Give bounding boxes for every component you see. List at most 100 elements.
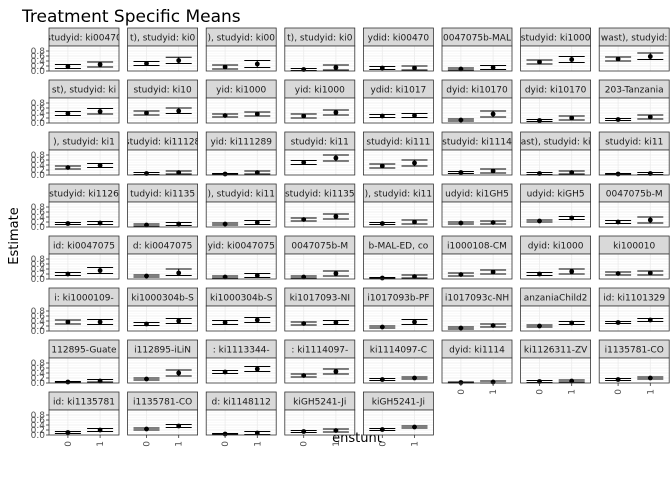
facet-strip-label: studyid: ki11 <box>605 138 663 148</box>
facet-strip-label: ki1000304b-S <box>210 294 273 304</box>
panel-border <box>284 253 356 280</box>
facet-strip-label: dyid: ki1114 <box>449 346 505 356</box>
facet-strip-label: 0047075b-MAL <box>443 34 511 44</box>
data-point <box>144 273 149 279</box>
facet-strip-label: i1017093b-PF <box>367 294 429 304</box>
facet-panel: yid: ki1000 <box>284 79 356 124</box>
facet-strip-label: 203-Tanzania <box>605 86 664 96</box>
data-point <box>615 320 621 325</box>
data-point <box>458 380 464 385</box>
panel-border <box>205 357 277 384</box>
data-point <box>222 113 228 118</box>
panel-border <box>520 97 591 124</box>
panel-border <box>520 253 591 280</box>
facet-panel: : ki1113344- <box>205 339 277 384</box>
data-point <box>254 111 260 117</box>
facet-strip-label: st), studyid: ki <box>52 86 116 96</box>
data-point <box>569 269 575 274</box>
facet-panel: ki1126311-ZV <box>520 339 591 384</box>
facet-strip-label: yid: ki0047075 <box>208 242 275 252</box>
y-tick-label: 0.2 <box>31 426 45 436</box>
facet-panel: t), studyid: ki0 <box>284 27 356 72</box>
facet-strip-label: dyid: ki1000 <box>528 242 584 252</box>
facet-strip-label: i112895-iLiN <box>134 346 191 356</box>
data-point <box>458 66 464 72</box>
data-point <box>222 221 228 227</box>
facet-strip-label: ki1017093-NI <box>290 294 350 304</box>
panel-border <box>362 357 434 384</box>
panel-border <box>127 409 198 436</box>
x-tick-label: 0 <box>64 441 74 447</box>
facet-strip-label: studyid: ki1135 <box>285 190 355 200</box>
panel-border <box>284 45 356 72</box>
data-point <box>301 217 307 222</box>
data-point <box>254 170 260 175</box>
panel-border <box>362 149 434 176</box>
facet-panel: wast), studyid: <box>598 27 670 72</box>
x-tick-label: 0 <box>536 389 546 395</box>
facet-panel: dyid: ki1000 <box>520 235 591 280</box>
panel-border <box>127 305 198 332</box>
data-point <box>144 426 149 432</box>
facet-panel: i1017093b-PF <box>362 287 434 332</box>
facet-panel: yid: ki0047075 <box>205 235 277 280</box>
data-point <box>222 274 228 280</box>
y-tick-label: 0.8 <box>31 411 46 421</box>
panel-border <box>520 201 591 228</box>
panel-border <box>48 409 120 436</box>
data-point <box>333 110 339 115</box>
data-point <box>615 171 621 177</box>
data-point <box>144 222 149 228</box>
data-point <box>254 61 260 67</box>
data-point <box>412 65 417 71</box>
data-point <box>144 376 149 382</box>
facet-strip-label: i1135781-CO <box>605 346 664 356</box>
data-point <box>647 270 653 276</box>
panel-border <box>362 97 434 124</box>
y-tick-label: 0.8 <box>31 307 46 317</box>
data-point <box>490 111 496 117</box>
facet-strip-label: id: ki0047075 <box>53 242 115 252</box>
data-point <box>254 273 260 278</box>
panel-border <box>127 45 198 72</box>
panel-border <box>127 97 198 124</box>
facet-strip-label: studyid: ki11128 <box>125 138 201 148</box>
y-tick-label: 0.6 <box>31 364 46 374</box>
y-tick-label: 0.6 <box>31 208 46 218</box>
facet-strip-label: ), studyid: ki00 <box>207 34 275 44</box>
data-point <box>97 319 103 325</box>
facet-panel: ki100010 <box>598 235 670 280</box>
facet-panel: tudyid: ki1135 <box>127 183 198 228</box>
facet-strip-label: udyid: ki1GH5 <box>445 190 509 200</box>
facet-strip-label: : ki1113344- <box>213 346 270 356</box>
panel-border <box>205 253 277 280</box>
facet-panel: ki1114097-C <box>362 339 434 384</box>
y-tick-label: 0.0 <box>31 431 46 441</box>
data-point <box>615 271 621 276</box>
data-point <box>65 271 71 277</box>
y-tick-label: 0.0 <box>31 275 46 285</box>
data-point <box>615 117 621 122</box>
facet-strip-label: id: ki1135781 <box>53 398 115 408</box>
data-point <box>333 65 339 70</box>
data-point <box>301 321 307 326</box>
y-tick-label: 0.6 <box>31 312 46 322</box>
x-tick-label: 0 <box>457 389 467 395</box>
data-point <box>647 317 653 323</box>
x-tick-label: 1 <box>96 441 106 447</box>
y-tick-label: 0.6 <box>31 416 46 426</box>
facet-strip-label: 0047075b-M <box>291 242 348 252</box>
facet-strip-label: yid: ki111289 <box>210 138 272 148</box>
y-tick-label: 0.8 <box>31 203 46 213</box>
facet-panel: ast), studyid: ki <box>520 131 591 176</box>
data-point <box>490 269 496 275</box>
data-point <box>333 271 339 276</box>
panel-border <box>441 97 513 124</box>
panel-border <box>48 149 120 176</box>
data-point <box>97 268 103 273</box>
facet-panel: studyid: ki1000 <box>520 27 591 72</box>
facet-strip-label: ki1126311-ZV <box>524 346 588 356</box>
data-point <box>379 377 385 382</box>
facet-panel: dyid: ki1114 <box>441 339 513 385</box>
facet-panel: ), studyid: ki11 <box>362 183 434 228</box>
